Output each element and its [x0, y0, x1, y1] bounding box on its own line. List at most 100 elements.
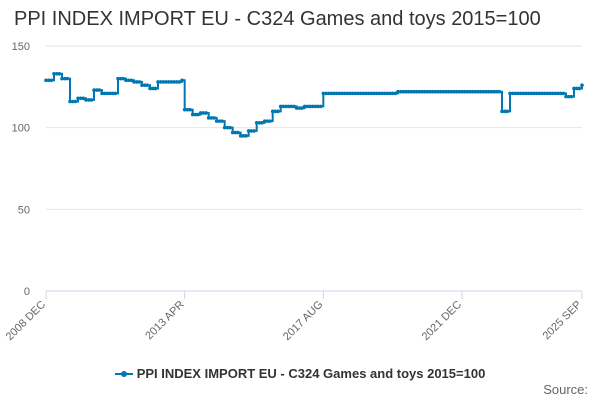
data-point: [172, 80, 176, 84]
data-point: [412, 89, 416, 94]
data-point: [470, 89, 475, 94]
data-point: [348, 91, 352, 96]
data-point: [262, 119, 267, 123]
data-point: [86, 98, 91, 102]
data-point: [161, 80, 166, 84]
data-point: [180, 78, 184, 83]
data-point: [542, 91, 547, 96]
data-point: [356, 91, 360, 96]
x-tick-label: 2017 AUG: [281, 299, 325, 343]
data-point: [489, 89, 494, 94]
data-point: [260, 120, 264, 125]
data-point: [294, 106, 299, 110]
data-point: [217, 119, 222, 123]
data-point: [134, 80, 139, 84]
data-point: [78, 96, 83, 101]
series-line: [46, 72, 583, 137]
legend[interactable]: PPI INDEX IMPORT EU - C324 Games and toy…: [0, 366, 600, 381]
data-point: [156, 80, 160, 84]
data-point: [121, 76, 126, 81]
data-point: [505, 109, 510, 114]
data-point: [444, 89, 448, 94]
data-point: [70, 99, 75, 104]
data-point: [198, 111, 203, 115]
data-point: [550, 91, 555, 96]
data-point: [305, 104, 310, 109]
data-point: [118, 76, 123, 81]
data-point: [241, 134, 246, 138]
data-point: [532, 91, 536, 96]
data-point: [206, 116, 211, 120]
y-tick-label: 150: [12, 41, 30, 53]
data-point: [190, 112, 195, 117]
y-tick-label: 50: [18, 204, 30, 216]
data-point: [337, 91, 342, 96]
data-point: [73, 99, 78, 104]
data-point: [369, 91, 374, 96]
data-point: [174, 80, 179, 84]
data-point: [105, 91, 110, 96]
data-point: [286, 104, 291, 109]
data-point: [308, 104, 312, 109]
data-point: [374, 91, 379, 96]
data-point: [553, 91, 558, 96]
data-point: [534, 91, 539, 96]
data-point: [404, 89, 408, 94]
data-point: [460, 89, 464, 94]
data-point: [372, 91, 376, 96]
data-point: [145, 83, 150, 87]
data-point: [100, 91, 104, 96]
data-point: [137, 80, 142, 84]
data-point: [468, 89, 472, 94]
data-point: [342, 91, 347, 96]
data-point: [401, 89, 406, 94]
x-axis: 2008 DEC 2013 APR 2017 AUG 2021 DEC 2025 SEP: [4, 291, 584, 343]
data-point: [132, 80, 136, 84]
data-point: [142, 83, 147, 87]
data-point: [492, 89, 496, 94]
data-point: [516, 91, 520, 96]
data-point: [204, 111, 208, 115]
y-tick-label: 0: [24, 286, 30, 298]
data-point: [526, 91, 531, 96]
data-point: [310, 104, 315, 109]
data-point: [289, 104, 294, 109]
data-point: [476, 89, 480, 94]
data-point: [84, 98, 88, 102]
data-point: [182, 107, 187, 112]
data-point: [430, 89, 435, 94]
data-point: [465, 89, 470, 94]
data-point: [169, 80, 174, 84]
data-point: [254, 120, 259, 125]
data-point: [481, 89, 486, 94]
data-point: [422, 89, 427, 94]
data-point: [385, 91, 390, 96]
data-point: [449, 89, 454, 94]
data-point: [108, 91, 112, 96]
legend-label: PPI INDEX IMPORT EU - C324 Games and toy…: [136, 366, 486, 381]
data-point: [300, 106, 304, 110]
data-point: [580, 83, 584, 87]
data-point: [276, 109, 280, 114]
data-point: [270, 109, 275, 114]
data-point: [438, 89, 443, 94]
data-point: [556, 91, 560, 96]
data-point: [158, 80, 163, 84]
data-point: [44, 78, 48, 83]
data-point: [102, 91, 107, 96]
data-point: [164, 80, 168, 84]
data-point: [361, 91, 366, 96]
data-point: [265, 119, 270, 123]
data-point: [297, 106, 302, 110]
y-tick-label: 100: [12, 123, 30, 135]
data-point: [457, 89, 462, 94]
data-point: [97, 88, 102, 92]
data-point: [124, 78, 128, 83]
data-point: [68, 99, 72, 104]
legend-swatch: [114, 370, 133, 377]
data-point: [233, 130, 238, 135]
data-point: [225, 125, 230, 130]
data-point: [49, 78, 54, 83]
data-point: [57, 71, 62, 76]
